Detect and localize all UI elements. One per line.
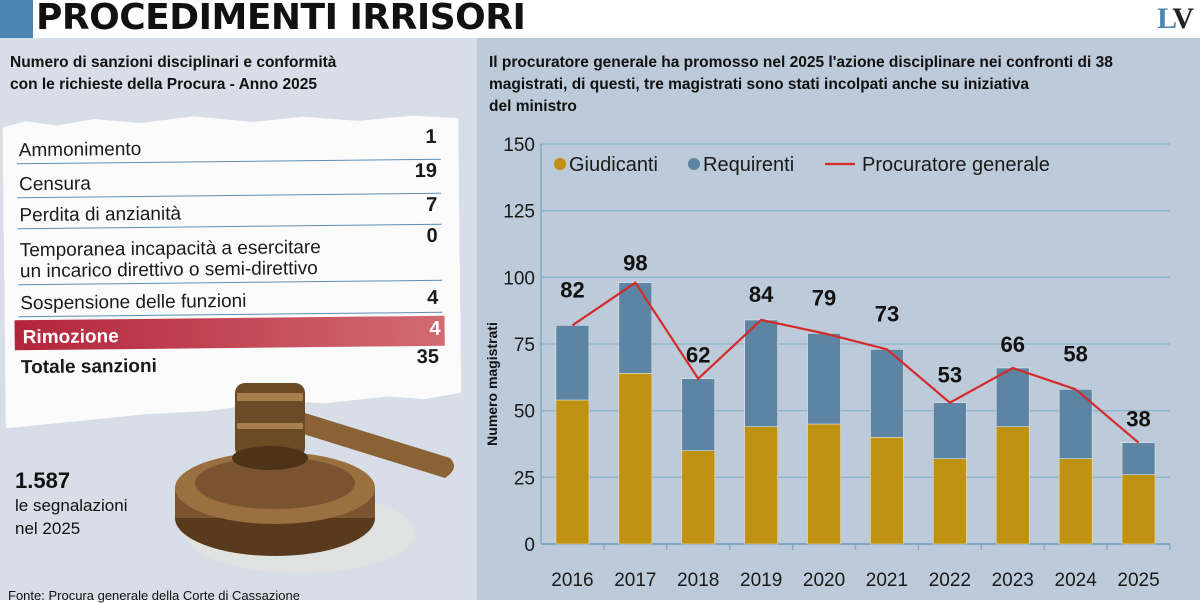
- legend-requirenti: Requirenti: [703, 154, 794, 176]
- table-row: Sospensione delle funzioni 4: [18, 281, 442, 317]
- line-procuratore-generale: [571, 281, 1140, 444]
- table-row-total: Totale sanzioni 35: [20, 345, 440, 379]
- y-tick-label: 75: [514, 335, 535, 356]
- y-tick-label: 0: [524, 535, 535, 556]
- data-label: 38: [1126, 407, 1150, 432]
- y-tick-label: 100: [503, 268, 535, 289]
- bar-requirenti: [618, 282, 653, 374]
- table-row-highlight: Rimozione 4: [15, 316, 445, 351]
- table-row: Perdita di anzianità 7: [17, 194, 441, 229]
- y-tick-label: 50: [514, 402, 535, 423]
- legend-requirenti-icon: [688, 158, 700, 170]
- legend-giudicanti-icon: [554, 158, 566, 170]
- reports-stat: 1.587 le segnalazioni nel 2025: [15, 468, 128, 538]
- data-label: 73: [875, 301, 899, 326]
- sanctions-table: Ammonimento 1 Censura 19 Perdita di anzi…: [2, 114, 461, 429]
- x-tick-label: 2018: [677, 570, 719, 591]
- data-label: 66: [1001, 332, 1025, 357]
- data-label: 84: [749, 282, 774, 307]
- bar-requirenti: [555, 325, 590, 401]
- header-accent-bar: [0, 0, 33, 38]
- table-row: Ammonimento 1: [17, 126, 441, 164]
- y-tick-label: 125: [503, 202, 535, 223]
- bar-giudicanti: [807, 423, 841, 545]
- data-label: 58: [1063, 341, 1087, 366]
- x-tick-label: 2025: [1117, 570, 1159, 591]
- x-tick-label: 2020: [803, 570, 845, 591]
- source-note: Fonte: Procura generale della Corte di C…: [8, 588, 300, 603]
- x-tick-label: 2016: [551, 570, 593, 591]
- bar-giudicanti: [995, 426, 1030, 545]
- bar-requirenti: [870, 349, 904, 438]
- x-tick-label: 2024: [1055, 570, 1098, 591]
- bar-requirenti: [744, 319, 778, 427]
- chart-subtitle: Il procuratore generale ha promosso nel …: [489, 54, 1113, 115]
- data-label: 79: [812, 285, 836, 310]
- stacked-bar-chart: 0 25 50 75 100 125 150 Numero magistrati 2016 201…: [484, 135, 1171, 591]
- y-tick-label: 150: [503, 135, 535, 156]
- bar-giudicanti: [933, 458, 967, 545]
- table-row: Temporanea incapacità a esercitare un in…: [18, 225, 443, 285]
- bar-giudicanti: [681, 450, 716, 545]
- bar-giudicanti: [870, 437, 904, 545]
- data-label: 53: [938, 363, 962, 388]
- x-tick-label: 2022: [929, 570, 971, 591]
- bar-requirenti: [807, 333, 841, 425]
- bar-requirenti: [1058, 389, 1093, 459]
- left-subtitle: Numero di sanzioni disciplinari e confor…: [10, 54, 337, 93]
- gavel-icon: [175, 383, 454, 573]
- x-tick-label: 2019: [740, 570, 782, 591]
- data-label: 98: [623, 251, 647, 276]
- page-title: PROCEDIMENTI IRRISORI: [36, 0, 526, 38]
- bar-requirenti: [995, 367, 1030, 427]
- data-label: 82: [560, 277, 584, 302]
- y-axis-label: Numero magistrati: [484, 322, 500, 446]
- table-row: Censura 19: [17, 160, 441, 198]
- bar-requirenti: [933, 402, 967, 459]
- bar-requirenti: [681, 378, 716, 451]
- bar-giudicanti: [744, 426, 778, 545]
- left-panel: Numero di sanzioni disciplinari e confor…: [0, 38, 477, 603]
- header: PROCEDIMENTI IRRISORI LV: [0, 0, 1200, 38]
- bar-giudicanti: [555, 399, 590, 545]
- x-tick-label: 2023: [992, 570, 1034, 591]
- lv-logo-icon: LV: [1157, 2, 1194, 35]
- right-panel: Il procuratore generale ha promosso nel …: [477, 38, 1200, 600]
- data-label: 62: [686, 343, 710, 368]
- x-tick-label: 2017: [614, 570, 656, 591]
- bar-giudicanti: [1058, 458, 1093, 545]
- legend-procuratore: Procuratore generale: [862, 154, 1050, 176]
- legend-giudicanti: Giudicanti: [569, 154, 658, 176]
- bar-giudicanti: [618, 373, 653, 545]
- x-tick-label: 2021: [866, 570, 908, 591]
- bar-giudicanti: [1121, 474, 1156, 545]
- bar-requirenti: [1121, 442, 1156, 475]
- y-tick-label: 25: [514, 468, 535, 489]
